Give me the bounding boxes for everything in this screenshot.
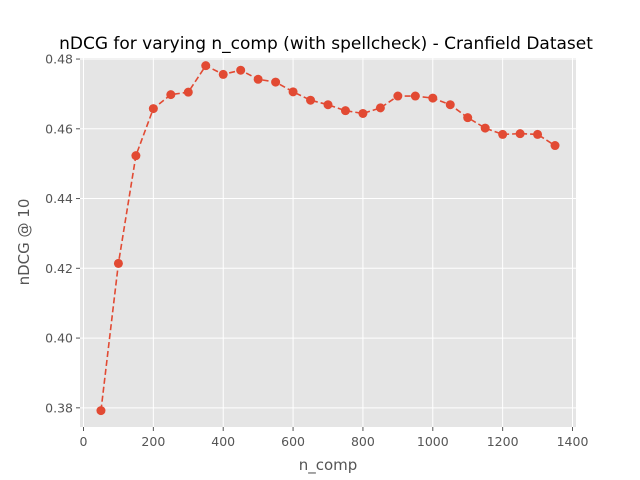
data-point bbox=[271, 77, 281, 87]
y-tick-label: 0.40 bbox=[45, 331, 73, 346]
y-tick-label: 0.42 bbox=[45, 261, 73, 276]
y-tick-label: 0.48 bbox=[45, 52, 73, 67]
x-tick-label: 1200 bbox=[487, 434, 519, 449]
data-point bbox=[218, 69, 228, 79]
y-tick-label: 0.44 bbox=[45, 191, 73, 206]
x-axis-label: n_comp bbox=[299, 456, 358, 475]
data-point bbox=[498, 129, 508, 139]
data-point bbox=[533, 129, 543, 139]
data-point bbox=[410, 91, 420, 101]
y-axis-label: nDCG @ 10 bbox=[15, 199, 33, 286]
data-point bbox=[358, 108, 368, 118]
data-point bbox=[428, 93, 438, 103]
series-line bbox=[100, 64, 556, 411]
data-point bbox=[96, 406, 106, 416]
grid-lines bbox=[80, 58, 576, 427]
x-tick-label: 400 bbox=[211, 434, 235, 449]
data-point bbox=[550, 141, 560, 151]
data-point bbox=[183, 87, 193, 97]
x-tick-label: 600 bbox=[281, 434, 305, 449]
data-point bbox=[253, 74, 263, 84]
data-point bbox=[393, 91, 403, 101]
x-tick-label: 200 bbox=[141, 434, 165, 449]
x-axis-ticks: 0 200 400 600 800 1000 1200 1400 bbox=[80, 427, 589, 449]
data-point bbox=[148, 104, 158, 114]
data-point bbox=[288, 87, 298, 97]
data-point bbox=[323, 100, 333, 110]
data-point bbox=[306, 95, 316, 105]
x-tick-label: 1000 bbox=[417, 434, 449, 449]
plot-area bbox=[80, 58, 576, 427]
data-point bbox=[375, 103, 385, 113]
y-tick-label: 0.38 bbox=[45, 400, 73, 415]
x-tick-label: 800 bbox=[351, 434, 375, 449]
data-point bbox=[515, 129, 525, 139]
data-point bbox=[166, 90, 176, 100]
data-point bbox=[340, 106, 350, 116]
y-axis-ticks: 0.38 0.40 0.42 0.44 0.46 0.48 bbox=[45, 52, 80, 415]
data-point bbox=[463, 113, 473, 123]
y-tick-label: 0.46 bbox=[45, 121, 73, 136]
chart-title: nDCG for varying n_comp (with spellcheck… bbox=[59, 34, 593, 54]
data-point bbox=[236, 65, 246, 75]
x-tick-label: 0 bbox=[80, 434, 88, 449]
data-point bbox=[480, 123, 490, 133]
data-point bbox=[445, 100, 455, 110]
x-tick-label: 1400 bbox=[557, 434, 589, 449]
data-point bbox=[201, 61, 211, 71]
series-layer bbox=[96, 61, 560, 416]
data-point bbox=[113, 258, 123, 268]
data-point bbox=[131, 151, 141, 161]
